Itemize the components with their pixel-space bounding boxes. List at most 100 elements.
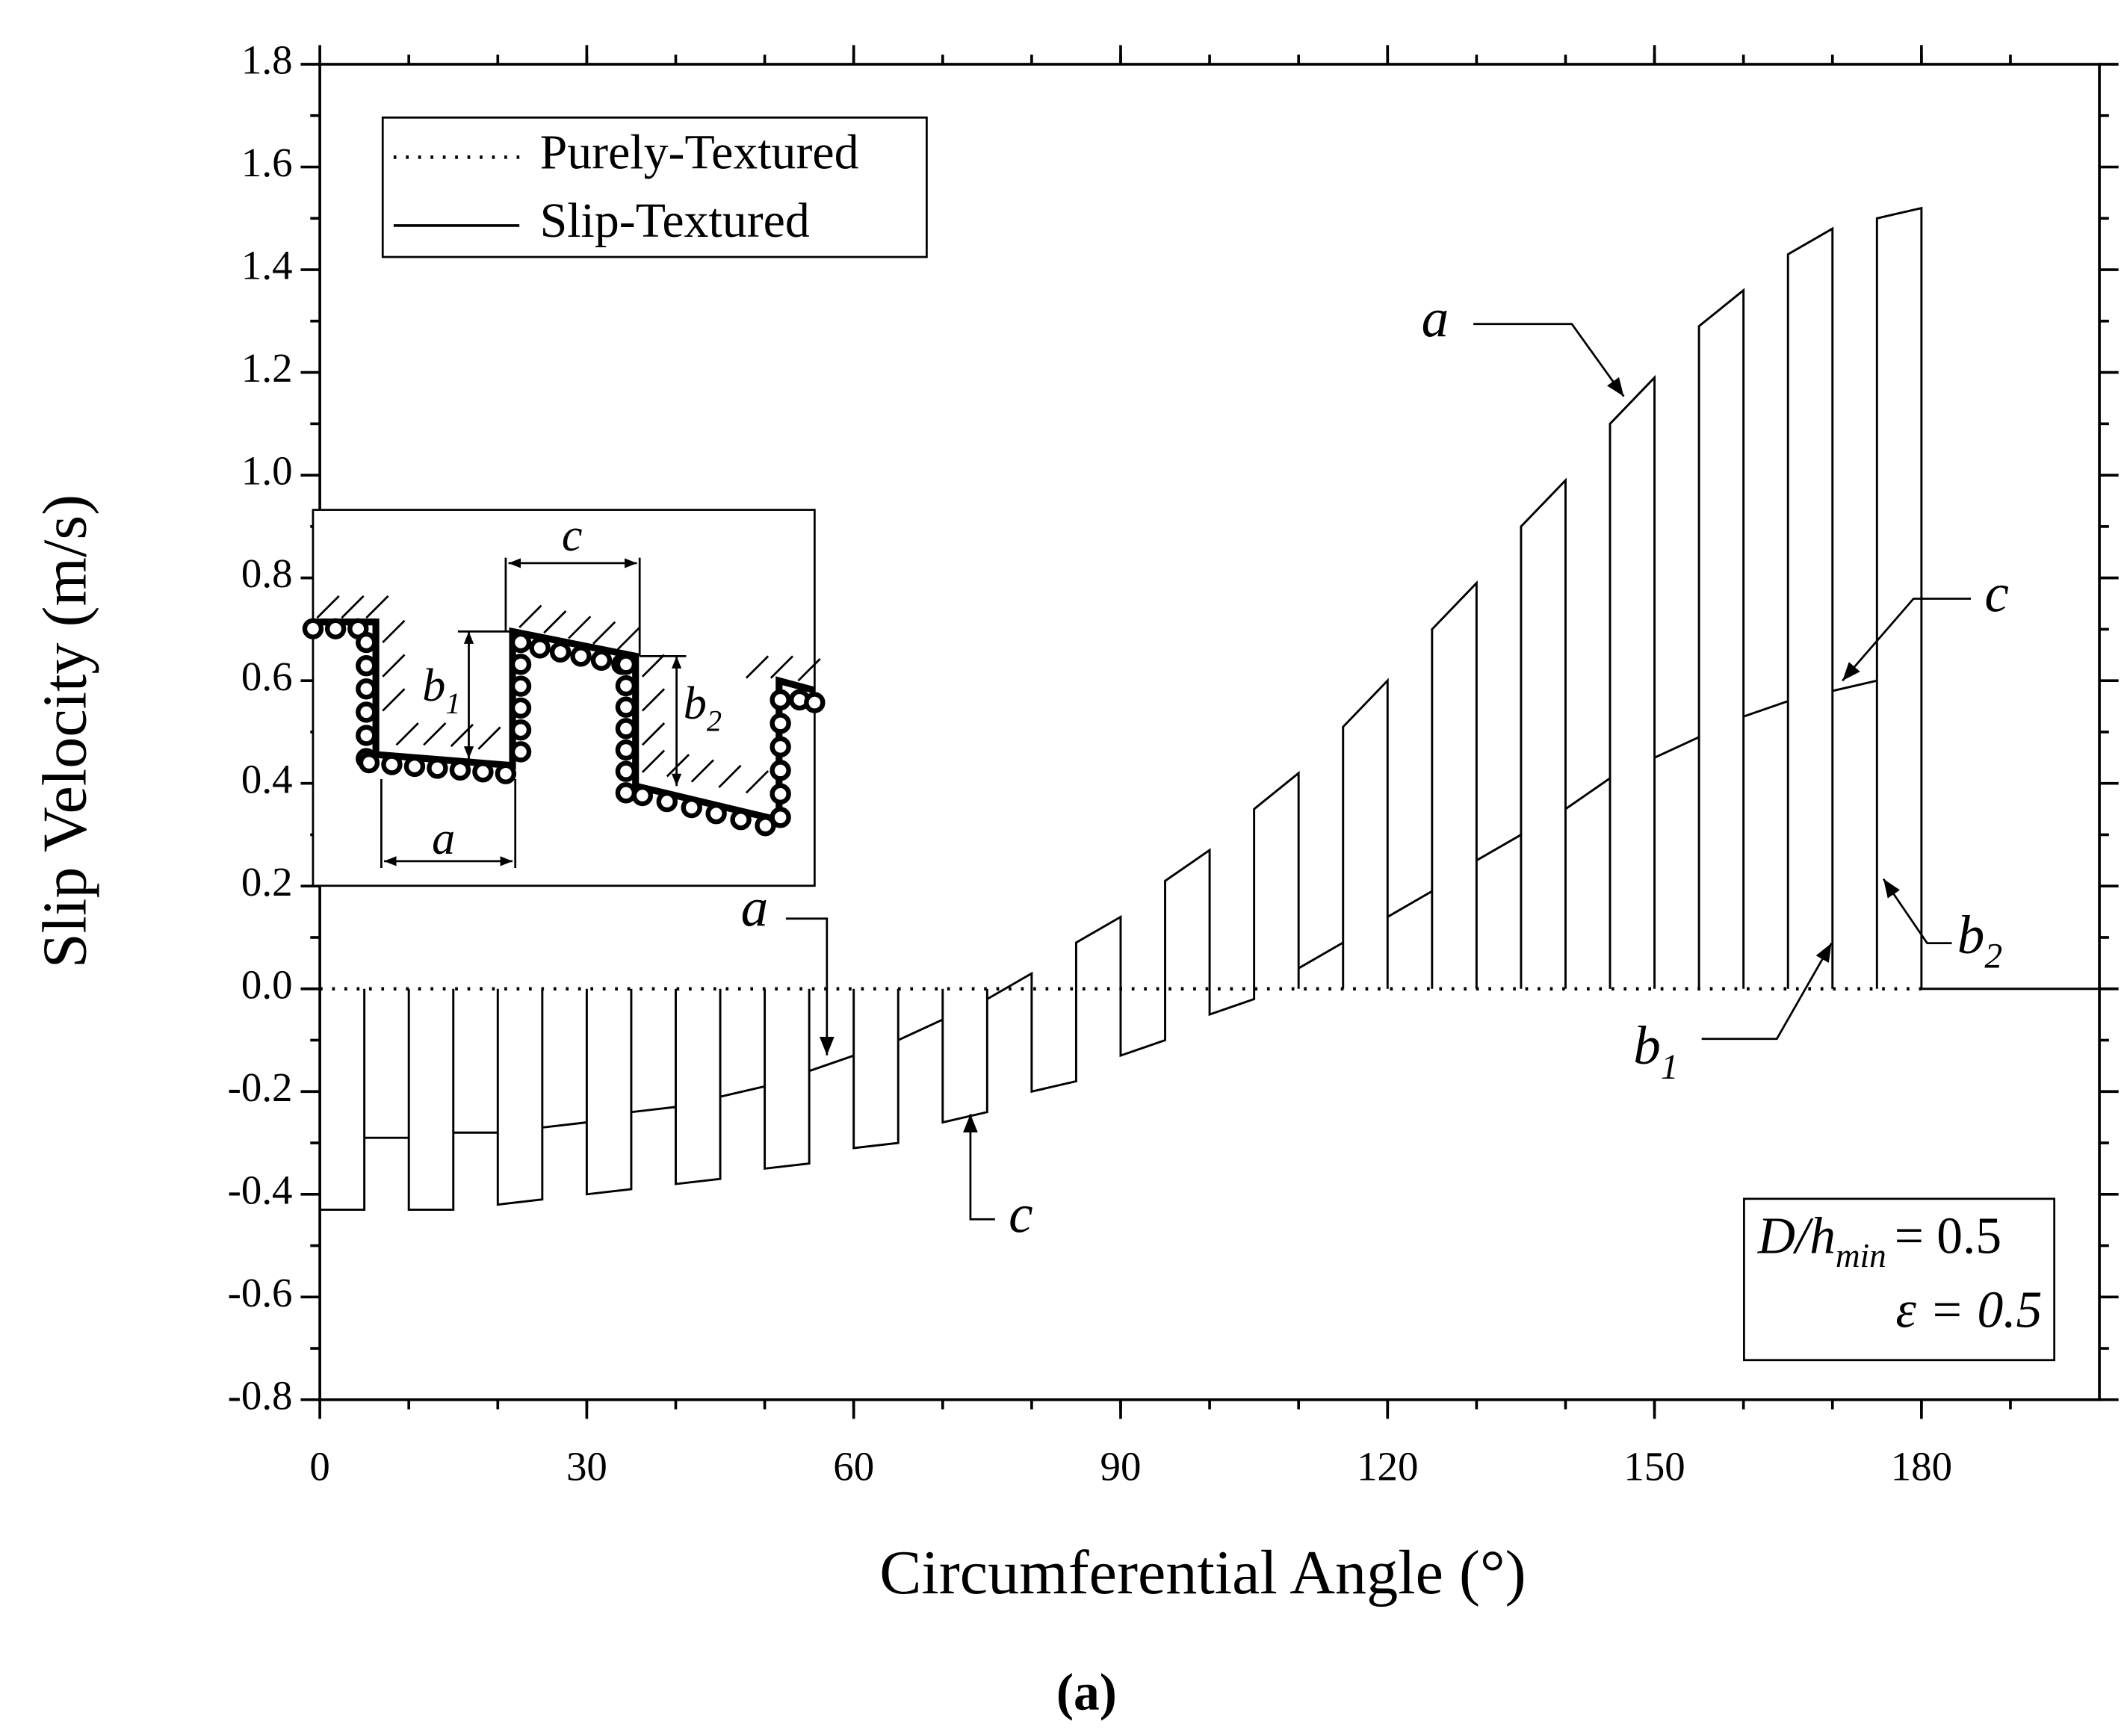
inset-label: a xyxy=(432,813,455,864)
particle xyxy=(510,741,532,763)
particle xyxy=(770,807,791,828)
x-tick-label: 150 xyxy=(1623,1444,1685,1489)
hatch-line xyxy=(477,726,501,750)
hatch-line xyxy=(518,604,542,628)
hatch-line xyxy=(316,595,340,619)
particle xyxy=(615,675,637,697)
particle xyxy=(529,637,551,659)
caption: (a) xyxy=(1056,1664,1117,1722)
legend: Purely-Textured Slip-Textured xyxy=(381,117,928,258)
y-tick-label: 1.0 xyxy=(241,448,293,494)
arrow xyxy=(1882,878,1952,945)
hatch-line xyxy=(641,688,666,712)
parameter: D/hmin = 0.5 xyxy=(1757,1208,2001,1275)
annotation: a xyxy=(741,877,769,937)
inset-label-text: a xyxy=(432,813,455,864)
particle xyxy=(804,692,826,713)
hatch-line xyxy=(770,655,794,679)
y-tick-label: 0.8 xyxy=(241,551,293,596)
y-axis-label: Slip Velocity (m/s) xyxy=(30,495,99,968)
particle xyxy=(615,782,637,804)
x-tick-label: 60 xyxy=(833,1444,874,1489)
hatch-line xyxy=(382,688,406,712)
hatch-line xyxy=(568,616,592,639)
inset-label: c xyxy=(562,510,583,561)
particle xyxy=(356,701,377,723)
particle xyxy=(510,675,532,697)
particle xyxy=(615,760,637,782)
particle xyxy=(770,713,791,734)
x-tick-label: 180 xyxy=(1891,1444,1952,1489)
hatch-line xyxy=(423,722,447,746)
y-tick-label: 0.6 xyxy=(241,654,293,699)
hatch-line xyxy=(745,655,770,679)
particle xyxy=(705,802,727,825)
y-tick-label: -0.6 xyxy=(228,1270,293,1315)
particle xyxy=(356,631,377,654)
hatch-line xyxy=(797,658,821,682)
x-tick-label: 0 xyxy=(309,1444,329,1489)
slip-particles xyxy=(302,618,826,837)
particle xyxy=(302,618,324,639)
particle xyxy=(427,757,448,779)
hatch-line xyxy=(690,759,714,783)
inset-label-sub: 1 xyxy=(445,686,460,720)
hatch-line xyxy=(641,722,666,746)
arrow xyxy=(1842,598,1972,682)
annotation-text: a xyxy=(1422,288,1449,348)
arrow xyxy=(963,1114,995,1221)
particle xyxy=(615,654,637,675)
particle xyxy=(510,719,532,741)
annotation: c xyxy=(1984,562,2008,623)
hatch-line xyxy=(745,770,770,794)
hatch-line xyxy=(641,749,666,773)
arrow xyxy=(785,917,835,1055)
particle xyxy=(510,697,532,719)
y-tick-label: 1.2 xyxy=(241,345,293,391)
particle xyxy=(449,759,471,781)
annotation-text: b xyxy=(1957,905,1985,965)
particle xyxy=(730,809,752,831)
particle xyxy=(615,696,637,718)
particle xyxy=(770,783,791,805)
hatch-line xyxy=(616,626,641,651)
hatch-line xyxy=(718,764,742,789)
parameter-rest: = 0.5 xyxy=(1895,1208,2001,1265)
inset-label: b1 xyxy=(422,660,460,720)
parameter-text: ε = 0.5 xyxy=(1895,1281,2042,1339)
annotation-text: a xyxy=(741,877,769,937)
parameter-text: D/h xyxy=(1757,1208,1836,1265)
arrow xyxy=(1701,942,1833,1041)
parameter-sub: min xyxy=(1836,1237,1886,1274)
y-tick-label: 0.0 xyxy=(241,961,293,1007)
inset-label-text: b xyxy=(422,660,445,711)
annotation-text: c xyxy=(1009,1183,1032,1244)
annotation: b2 xyxy=(1957,905,2002,976)
particle xyxy=(770,760,791,781)
particle xyxy=(356,654,377,677)
particle xyxy=(570,645,592,667)
parameter: ε = 0.5 xyxy=(1895,1281,2042,1339)
particle xyxy=(358,751,380,774)
particle xyxy=(590,649,613,672)
y-tick-label: 1.6 xyxy=(241,140,293,185)
inset-label-sub: 2 xyxy=(707,704,722,738)
arrow xyxy=(1473,323,1625,397)
inset-label: b2 xyxy=(684,678,722,738)
particle xyxy=(324,618,347,639)
annotation: c xyxy=(1009,1183,1032,1244)
hatch-line xyxy=(395,722,419,746)
hatch-line xyxy=(641,654,666,678)
particle xyxy=(755,815,776,837)
inset-label-text: b xyxy=(684,678,707,729)
particle xyxy=(356,678,377,700)
inset-label-text: c xyxy=(562,510,583,561)
hatch-line xyxy=(382,619,406,644)
y-tick-label: 1.4 xyxy=(241,243,293,288)
y-tick-label: -0.2 xyxy=(228,1064,293,1110)
particle xyxy=(510,631,532,654)
y-tick-label: -0.4 xyxy=(228,1167,293,1212)
particle xyxy=(549,641,572,663)
legend-label: Purely-Textured xyxy=(540,125,859,180)
